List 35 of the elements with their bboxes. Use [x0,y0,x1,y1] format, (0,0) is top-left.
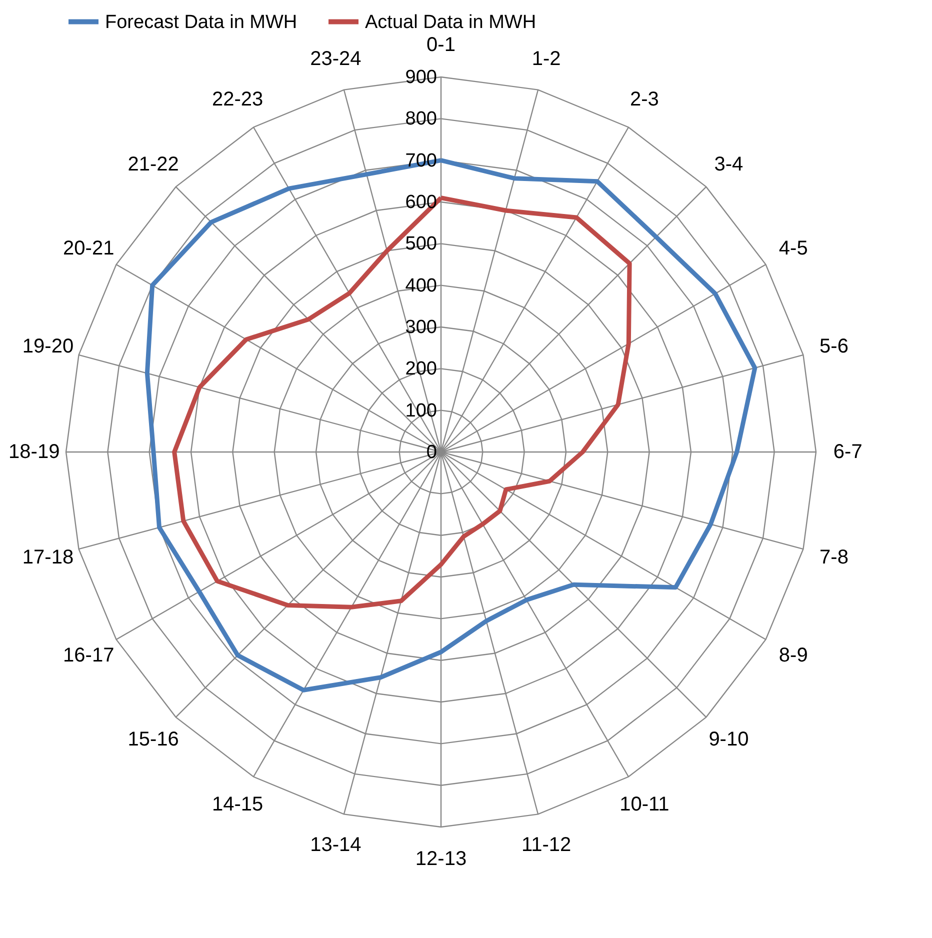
spoke-label: 7-8 [820,546,848,568]
spoke-label: 4-5 [778,238,808,260]
y-tick-label: 600 [405,192,437,213]
legend-label: Forecast Data in MWH [105,12,298,33]
y-tick-label: 400 [405,275,437,296]
spoke-label: 1-2 [532,48,561,70]
spoke-label: 8-9 [778,644,808,666]
spoke-label: 17-18 [22,546,74,568]
spoke-label: 3-4 [714,153,744,176]
spoke-label: 6-7 [833,441,862,463]
y-tick-label: 0 [426,442,437,463]
spoke-label: 19-20 [22,336,74,358]
spoke-label: 21-22 [128,153,179,176]
y-tick-label: 800 [405,108,437,130]
y-tick-label: 100 [405,400,437,422]
spoke-label: 22-23 [212,88,264,111]
spoke-label: 2-3 [630,88,659,111]
spoke-label: 10-11 [620,793,670,816]
spoke-label: 18-19 [8,441,60,463]
spoke-label: 20-21 [63,238,114,260]
legend-label: Actual Data in MWH [365,12,536,33]
spoke-label: 14-15 [212,793,264,816]
spoke-label: 5-6 [820,336,848,358]
spoke-label: 9-10 [708,728,749,751]
spoke-label: 23-24 [310,48,362,70]
spoke-label: 11-12 [521,834,572,856]
y-tick-label: 500 [405,234,437,255]
spoke-label: 12-13 [415,848,467,870]
spoke-label: 15-16 [128,728,179,751]
spoke-label: 16-17 [63,644,114,666]
spoke-label: 13-14 [310,834,362,856]
y-tick-label: 300 [405,317,437,338]
y-tick-label: 200 [405,358,437,380]
spoke-label: 0-1 [426,34,456,56]
y-tick-label: 900 [405,67,437,88]
